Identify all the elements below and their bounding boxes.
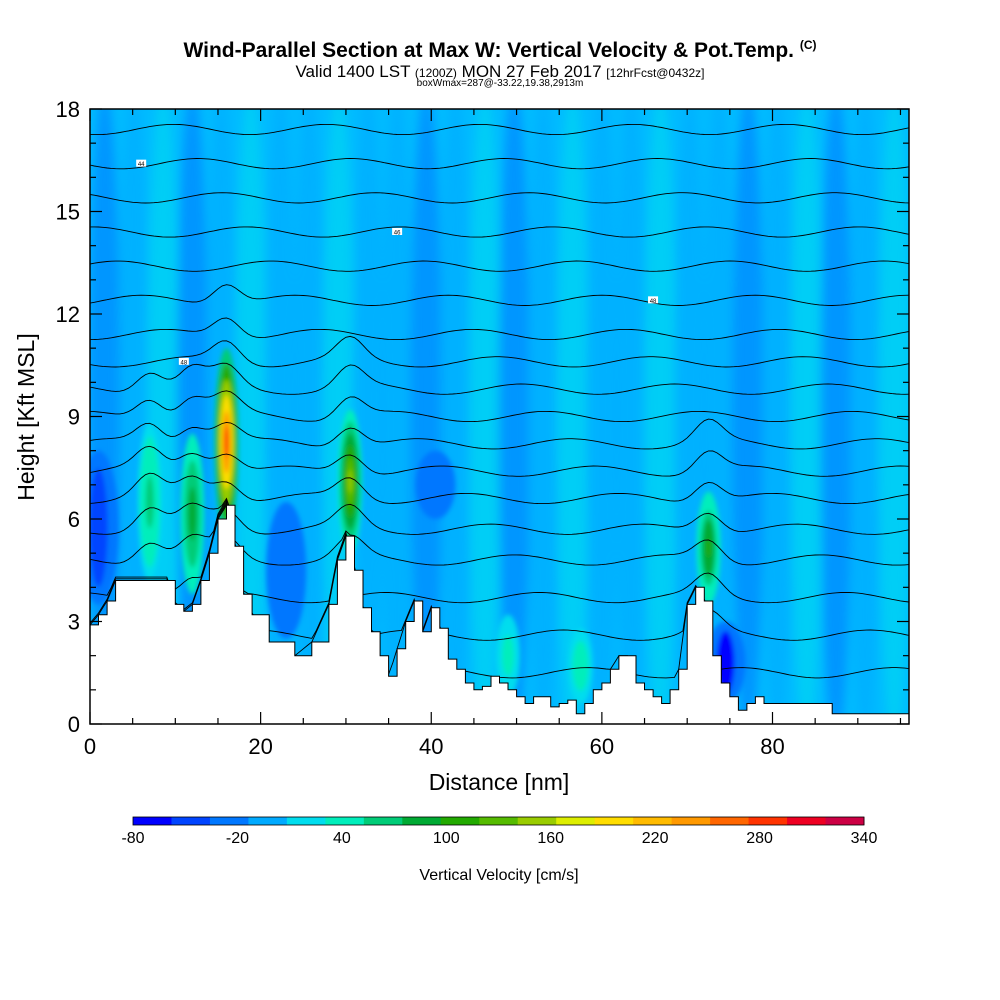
isentrope-label-box xyxy=(648,296,659,304)
isentrope-line xyxy=(90,260,909,272)
velocity-band xyxy=(117,109,150,724)
y-axis-label: Height [Kft MSL] xyxy=(13,333,39,500)
chart-title: Wind-Parallel Section at Max W: Vertical… xyxy=(183,38,817,62)
y-tick-label: 15 xyxy=(56,200,80,225)
colorbar-swatch xyxy=(325,817,365,825)
velocity-band xyxy=(849,109,882,724)
isentrope-label-box xyxy=(178,357,189,365)
colorbar-swatch xyxy=(479,817,519,825)
colorbar-swatch xyxy=(171,817,211,825)
y-tick-label: 3 xyxy=(68,610,80,635)
x-tick-label: 20 xyxy=(248,734,272,759)
colorbar-tick-label: 100 xyxy=(433,830,460,847)
colorbar-tick-label: 220 xyxy=(642,830,669,847)
updraft-core xyxy=(706,538,711,558)
colorbar-label: Vertical Velocity [cm/s] xyxy=(419,867,578,884)
colorbar-tick-label: 340 xyxy=(851,830,878,847)
velocity-band xyxy=(732,109,765,724)
isentrope-label: 46 xyxy=(394,231,401,237)
colorbar-swatch xyxy=(440,817,480,825)
isentrope-label-box xyxy=(392,228,403,235)
updraft-core xyxy=(506,648,511,663)
velocity-band xyxy=(410,109,443,724)
colorbar-swatch xyxy=(710,817,750,825)
colorbar-tick-label: -20 xyxy=(226,830,249,847)
axes: 0 20 40 60 80 0 3 6 9 12 15 18 xyxy=(56,97,909,759)
downdraft-core xyxy=(277,517,296,623)
isentrope-line xyxy=(90,445,909,477)
isentrope-line xyxy=(90,226,909,238)
y-tick-label: 9 xyxy=(68,405,80,430)
colorbar-swatch xyxy=(556,817,596,825)
colorbar-swatch xyxy=(633,817,673,825)
velocity-band xyxy=(761,109,794,724)
isentrope-line xyxy=(90,497,909,535)
chart-subtitle: Valid 1400 LST (1200Z) MON 27 Feb 2017 [… xyxy=(295,62,705,81)
colorbar: -80 -20 40 100 160 220 280 340 xyxy=(121,816,878,847)
updraft-core xyxy=(190,500,195,528)
colorbar-swatch xyxy=(671,817,711,825)
plot-area: 44 46 48 48 xyxy=(90,109,909,724)
colorbar-swatch xyxy=(825,817,865,825)
x-tick-label: 0 xyxy=(84,734,96,759)
y-tick-label: 0 xyxy=(68,712,80,737)
colorbar-frame xyxy=(132,816,865,826)
x-tick-label: 40 xyxy=(419,734,443,759)
velocity-band xyxy=(468,109,501,724)
isentrope-line xyxy=(90,284,909,306)
isentrope-label: 48 xyxy=(181,360,188,366)
isentrope-label: 44 xyxy=(138,162,145,168)
velocity-band xyxy=(790,109,823,724)
isentrope-line xyxy=(90,362,909,395)
y-tick-label: 6 xyxy=(68,507,80,532)
x-axis-label: Distance [nm] xyxy=(429,769,570,795)
terrain xyxy=(90,504,909,724)
x-tick-label: 80 xyxy=(760,734,784,759)
isentrope-line xyxy=(90,158,909,170)
isentrope-line xyxy=(90,390,909,423)
velocity-band xyxy=(439,109,472,724)
colorbar-swatch xyxy=(248,817,288,825)
x-tick-label: 60 xyxy=(590,734,614,759)
velocity-band xyxy=(527,109,560,724)
isentrope-label: 48 xyxy=(650,299,657,305)
colorbar-tick-label: 40 xyxy=(333,830,351,847)
colorbar-swatch xyxy=(363,817,403,825)
y-tick-label: 12 xyxy=(56,302,80,327)
isentrope-line xyxy=(90,335,909,368)
box-info: boxWmax=287@-33.22,19.38,2913m xyxy=(416,78,584,89)
isentrope-line xyxy=(90,192,909,204)
updraft-core xyxy=(348,469,353,494)
colorbar-swatch xyxy=(748,817,788,825)
colorbar-tick-label: -80 xyxy=(121,830,144,847)
velocity-band xyxy=(819,109,852,724)
velocity-band xyxy=(615,109,648,724)
velocity-band xyxy=(498,109,531,724)
velocity-band xyxy=(585,109,618,724)
updraft-core xyxy=(224,426,229,458)
colorbar-tick-label: 280 xyxy=(746,830,773,847)
colorbar-swatch xyxy=(594,817,634,825)
colorbar-swatch xyxy=(787,817,827,825)
isentrope-line xyxy=(90,472,909,505)
updraft-core xyxy=(578,659,583,673)
colorbar-tick-label: 160 xyxy=(537,830,564,847)
isentrope-line xyxy=(90,123,909,136)
isentrope-line xyxy=(90,499,909,566)
colorbar-swatch xyxy=(402,817,442,825)
colorbar-swatch xyxy=(517,817,557,825)
colorbar-swatch xyxy=(209,817,249,825)
colorbar-swatch xyxy=(133,817,172,825)
isentrope-label-box xyxy=(136,159,147,167)
y-tick-label: 18 xyxy=(56,97,80,122)
isentrope-line xyxy=(90,317,909,341)
downdraft-core xyxy=(90,468,108,587)
velocity-band xyxy=(556,109,589,724)
updraft-core xyxy=(147,488,152,516)
isentrope-line xyxy=(90,418,909,450)
colorbar-swatch xyxy=(286,817,326,825)
